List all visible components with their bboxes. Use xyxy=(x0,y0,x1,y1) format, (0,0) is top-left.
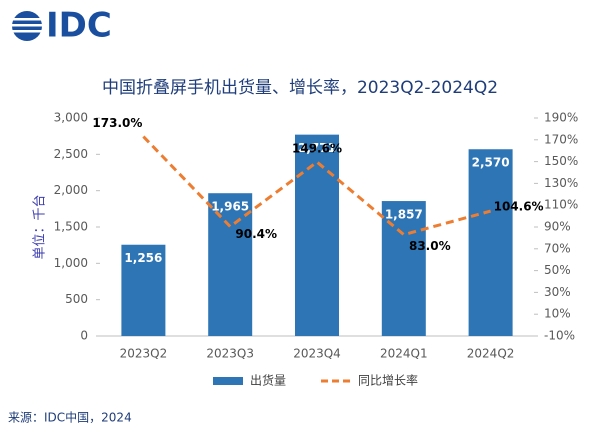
bar-value-label: 2,771 xyxy=(298,141,336,155)
line-value-label: 173.0% xyxy=(92,116,142,130)
y2-tick-label: 90% xyxy=(544,220,571,234)
line xyxy=(142,135,491,237)
bar xyxy=(295,134,339,336)
y2-tick-label: 30% xyxy=(544,285,571,299)
y2-tick-label: 170% xyxy=(544,132,578,146)
chart-title: 中国折叠屏手机出货量、增长率，2023Q2-2024Q2 xyxy=(102,78,498,98)
x-tick-label: 2023Q3 xyxy=(206,347,254,361)
bar-value-label: 2,570 xyxy=(472,156,510,170)
x-tick-label: 2024Q1 xyxy=(380,347,428,361)
line-value-label: 83.0% xyxy=(409,239,451,253)
y2-tick-label: 110% xyxy=(544,198,578,212)
y2-tick-label: 10% xyxy=(544,307,571,321)
x-tick-label: 2023Q2 xyxy=(120,347,168,361)
legend-swatch xyxy=(213,377,243,385)
y2-tick-label: 50% xyxy=(544,263,571,277)
y2-tick-label: 150% xyxy=(544,154,578,168)
bar-value-label: 1,965 xyxy=(211,200,249,214)
source: 来源：IDC中国，2024 xyxy=(8,410,132,425)
x-tick-label: 2023Q4 xyxy=(293,347,341,361)
y2-tick-label: 70% xyxy=(544,241,571,255)
legend-label: 同比增长率 xyxy=(358,373,418,388)
bar xyxy=(468,149,513,336)
logo: IDC xyxy=(46,6,112,46)
logo-icon xyxy=(12,11,42,41)
y2-tick-label: -10% xyxy=(544,329,575,343)
bar xyxy=(121,244,166,336)
y-tick-label: 2,500 xyxy=(54,147,88,161)
x-tick-label: 2024Q2 xyxy=(467,347,515,361)
line-value-label: 104.6% xyxy=(494,200,544,214)
y-tick-label: 2,000 xyxy=(54,183,88,197)
y-tick-label: 3,000 xyxy=(54,111,88,125)
bar-value-label: 1,256 xyxy=(124,251,162,265)
y2-tick-label: 190% xyxy=(544,111,578,125)
y-axis-label: 单位：千台 xyxy=(33,194,48,259)
y-tick-label: 1,000 xyxy=(54,256,88,270)
line-value-label: 90.4% xyxy=(235,227,277,241)
y2-tick-label: 130% xyxy=(544,176,578,190)
legend-label: 出货量 xyxy=(250,373,286,388)
bar xyxy=(208,193,253,336)
y-tick-label: 0 xyxy=(80,329,88,343)
line-value-label: 149.6% xyxy=(292,142,342,156)
y-tick-label: 1,500 xyxy=(54,220,88,234)
y-tick-label: 500 xyxy=(65,292,88,306)
bar-value-label: 1,857 xyxy=(385,208,423,222)
